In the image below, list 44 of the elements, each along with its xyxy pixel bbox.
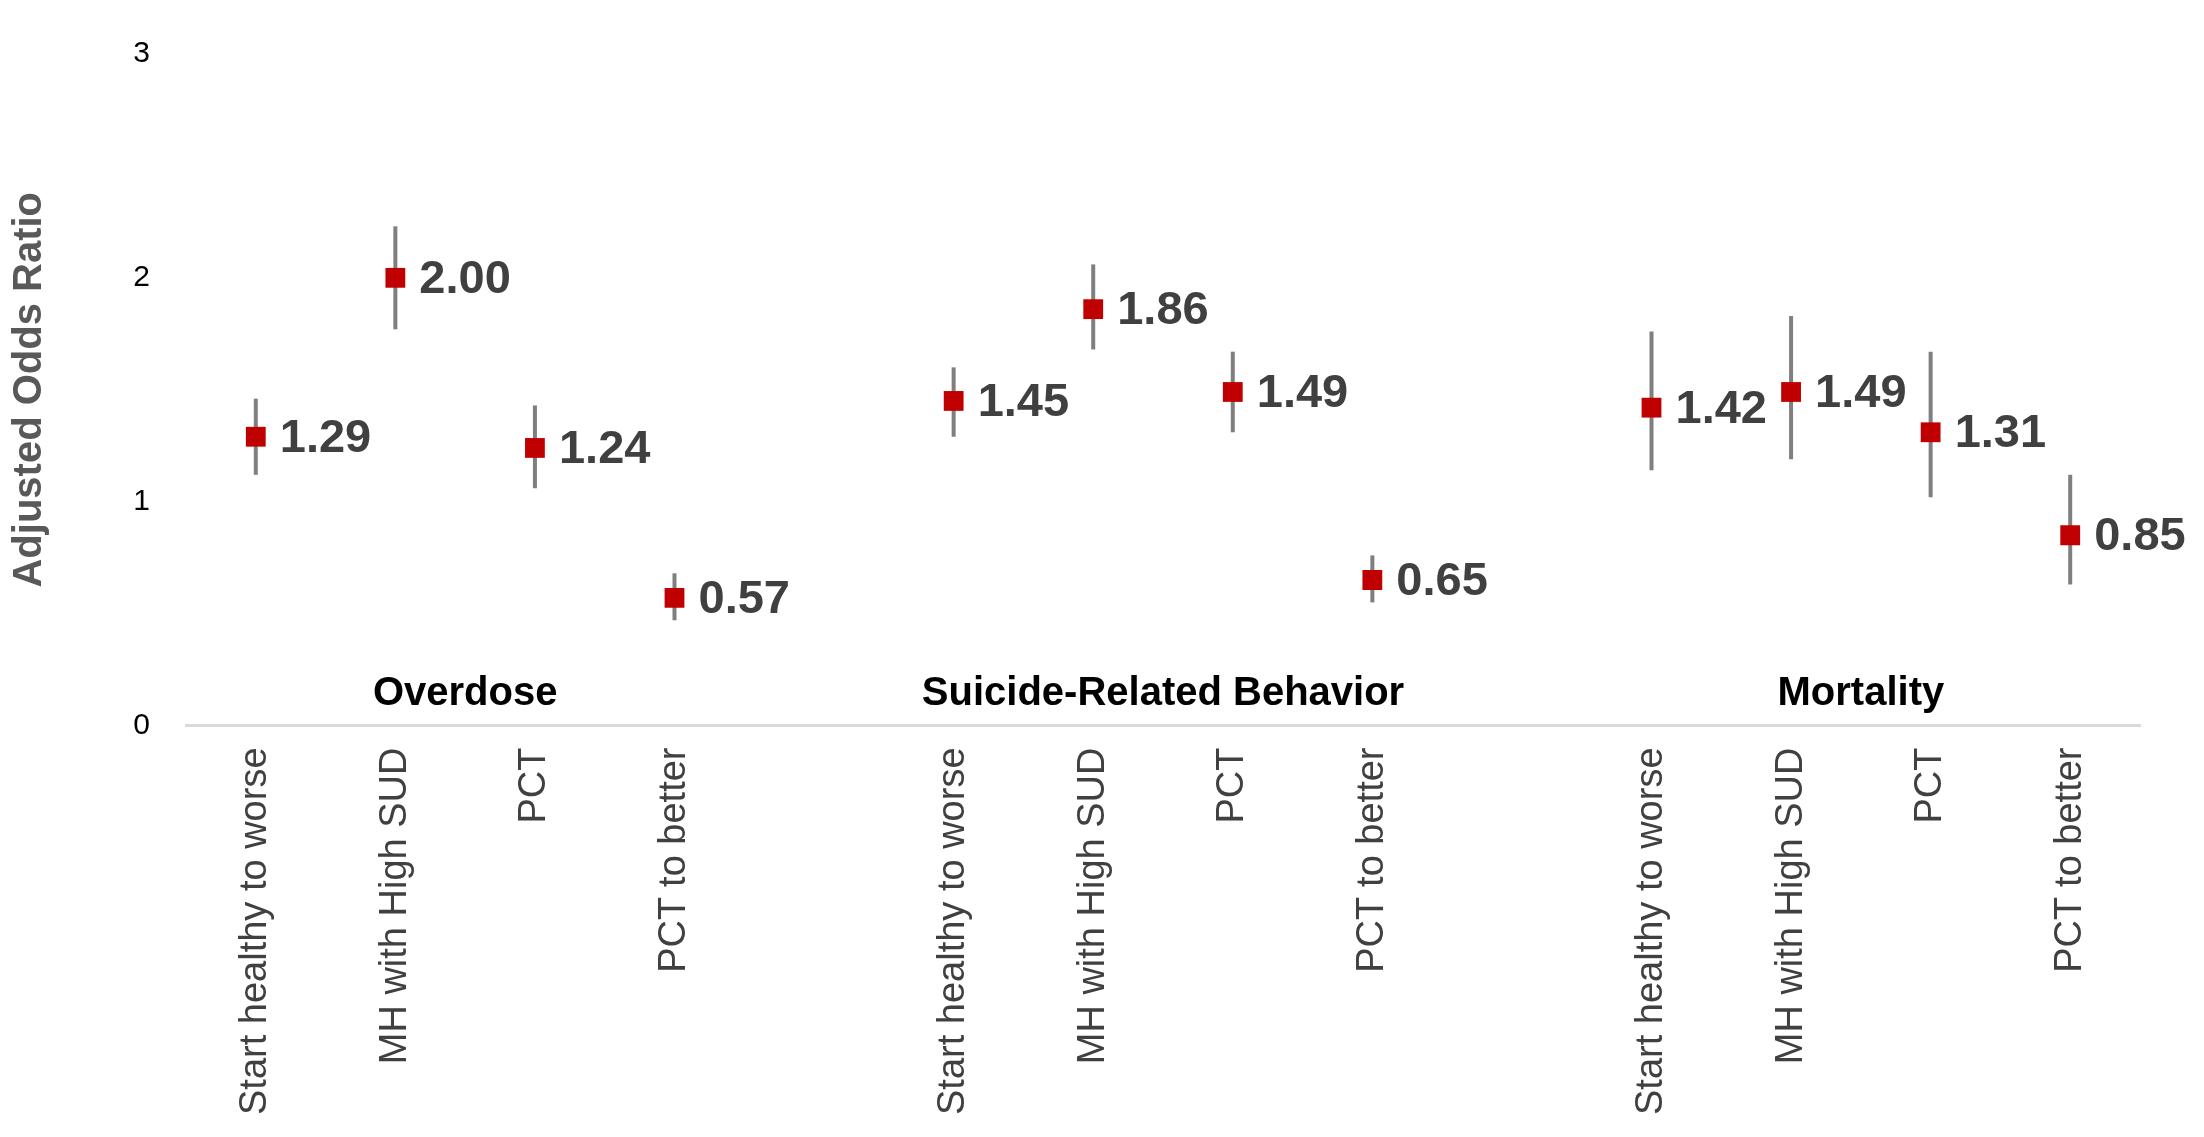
point xyxy=(1362,570,1383,590)
data-label: 1.49 xyxy=(1815,363,1907,417)
data-label: 0.85 xyxy=(2094,507,2186,561)
y-tick-label: 2 xyxy=(133,259,150,293)
point xyxy=(385,267,406,288)
y-tick-label: 1 xyxy=(133,482,150,516)
data-label: 0.65 xyxy=(1396,551,1488,605)
point xyxy=(1920,422,1941,443)
point xyxy=(1222,382,1243,402)
data-label: 1.45 xyxy=(977,372,1070,426)
annotation: Suicide-Related Behavior xyxy=(921,668,1405,713)
x-tick-label: Start healthy to worse xyxy=(1627,747,1670,1115)
data-label: 0.57 xyxy=(698,569,790,623)
x-tick-label: PCT to better xyxy=(2046,747,2089,973)
point xyxy=(664,588,685,608)
annotation: Mortality xyxy=(1777,668,1945,713)
data-label: 1.86 xyxy=(1117,281,1209,335)
x-tick-label: Start healthy to worse xyxy=(930,747,973,1115)
data-label: 1.49 xyxy=(1256,363,1349,417)
x-tick-label: Start healthy to worse xyxy=(232,747,275,1115)
data-label: 1.42 xyxy=(1675,379,1767,433)
point xyxy=(2060,525,2081,546)
y-tick-label: 3 xyxy=(133,35,150,69)
x-tick-label: PCT to better xyxy=(650,747,693,973)
point xyxy=(1781,382,1801,402)
annotation: Overdose xyxy=(372,668,558,713)
data-label: 1.24 xyxy=(558,419,651,473)
point xyxy=(245,426,266,447)
point xyxy=(1083,299,1104,320)
x-tick-label: PCT xyxy=(1907,747,1950,824)
point xyxy=(1641,397,1662,418)
x-tick-label: PCT xyxy=(511,747,554,824)
x-tick-label: MH with High SUD xyxy=(1069,747,1112,1065)
point xyxy=(525,438,545,458)
y-axis-title: Adjusted Odds Ratio xyxy=(5,191,50,588)
x-tick-label: MH with High SUD xyxy=(371,747,414,1065)
data-label: 1.31 xyxy=(1954,404,2047,458)
x-tick-label: PCT xyxy=(1209,747,1252,824)
x-tick-label: MH with High SUD xyxy=(1767,747,1810,1065)
point xyxy=(943,391,964,411)
x-tick-label: PCT to better xyxy=(1348,747,1391,973)
data-label: 2.00 xyxy=(419,249,511,303)
data-label: 1.29 xyxy=(279,408,372,462)
y-tick-label: 0 xyxy=(133,706,150,740)
